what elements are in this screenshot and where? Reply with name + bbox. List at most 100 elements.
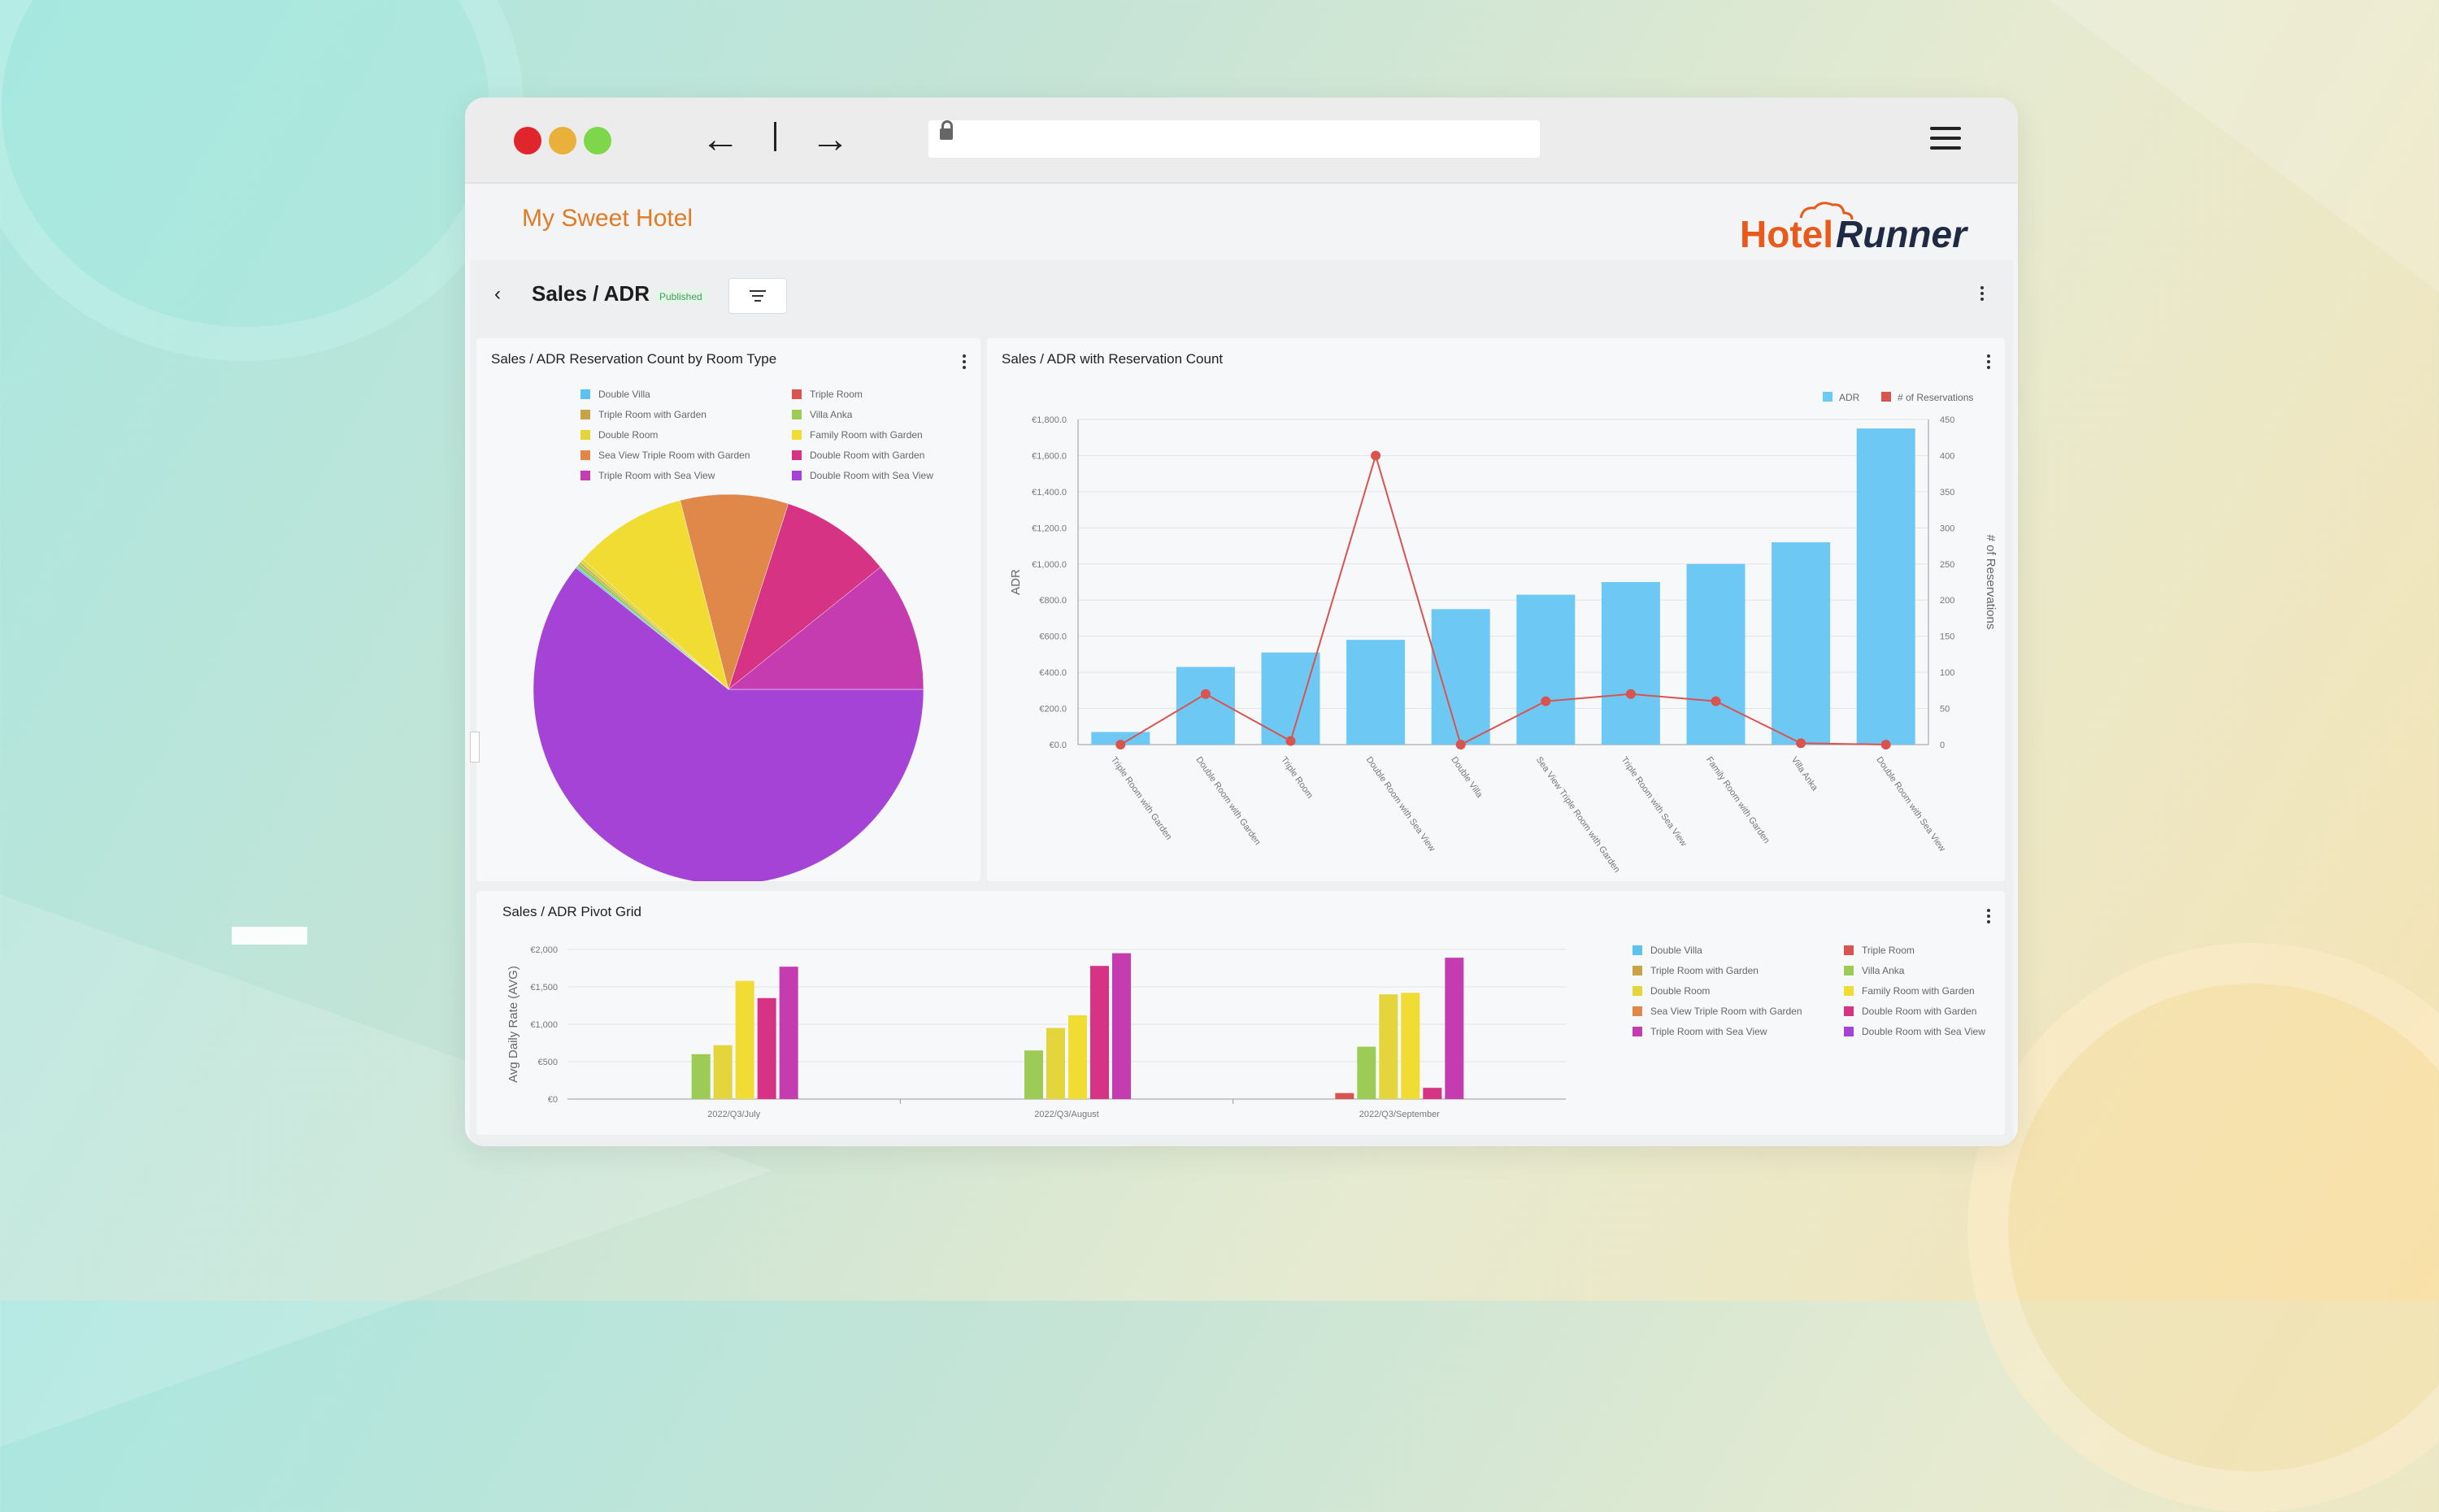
legend-label: Double Villa: [1650, 945, 1702, 956]
legend-swatch: [1633, 986, 1642, 996]
y-tick-label: €800.0: [1039, 596, 1067, 606]
x-tick-label: 2022/Q3/July: [707, 1110, 760, 1119]
legend-swatch: [792, 450, 802, 460]
line-point: [1455, 740, 1466, 749]
y2-tick-label: 300: [1940, 524, 1954, 533]
legend-item[interactable]: Triple Room: [1844, 945, 1915, 956]
legend-label: Double Villa: [598, 389, 650, 400]
legend-label: Family Room with Garden: [1862, 985, 1975, 997]
bar: [1856, 428, 1915, 745]
legend-item[interactable]: Double Room with Sea View: [1844, 1026, 1985, 1037]
y-tick-label: €1,000.0: [1032, 560, 1067, 570]
lock-icon: [940, 120, 953, 140]
legend-label: Triple Room: [810, 389, 863, 400]
browser-toolbar: ← →: [465, 98, 2018, 184]
legend-item[interactable]: Villa Anka: [792, 409, 852, 420]
panel-more-icon[interactable]: [1987, 909, 1990, 926]
close-window-button[interactable]: [514, 127, 541, 154]
y-axis-label: ADR: [1009, 569, 1023, 595]
y2-tick-label: 400: [1940, 451, 1954, 461]
y2-tick-label: 0: [1940, 741, 1945, 750]
nav-divider: [774, 122, 776, 151]
legend-item[interactable]: Double Room with Garden: [1844, 1006, 1976, 1017]
legend-item[interactable]: Triple Room: [792, 389, 863, 400]
legend-item[interactable]: Double Room with Sea View: [792, 470, 933, 481]
legend-item[interactable]: Family Room with Garden: [1844, 985, 1975, 997]
line-point: [1625, 689, 1636, 699]
chevron-left-icon[interactable]: ‹: [494, 283, 501, 305]
y2-axis-label: # of Reservations: [1984, 535, 1998, 630]
line-point: [1796, 738, 1806, 749]
line-series: [1120, 452, 1886, 746]
combo-chart-panel: Sales / ADR with Reservation Count €0.0 €…: [987, 338, 2005, 881]
x-tick-label: Triple Room: [1279, 755, 1315, 801]
legend-swatch: [580, 430, 590, 440]
legend-label: Triple Room with Garden: [1650, 965, 1759, 976]
legend-label: Family Room with Garden: [810, 429, 923, 441]
legend-label: Villa Anka: [810, 409, 853, 420]
hamburger-menu-icon[interactable]: [1930, 127, 1961, 156]
legend-label: Triple Room with Sea View: [1650, 1026, 1767, 1037]
legend-item[interactable]: Triple Room with Garden: [580, 409, 706, 420]
logo-text-hotel: Hotel: [1740, 213, 1833, 254]
legend-item[interactable]: Double Room: [1633, 985, 1710, 997]
x-tick-label: Triple Room with Garden: [1109, 755, 1174, 842]
y-tick-label: €2,000: [530, 945, 558, 955]
legend-swatch: [792, 471, 802, 480]
legend-item[interactable]: Double Villa: [1633, 945, 1702, 956]
legend-item[interactable]: Family Room with Garden: [792, 429, 923, 441]
legend-label: # of Reservations: [1898, 392, 1973, 403]
legend-item[interactable]: Triple Room with Garden: [1633, 965, 1759, 976]
background-circle: [0, 0, 524, 361]
maximize-window-button[interactable]: [584, 127, 611, 154]
bar: [735, 980, 754, 1099]
dashboard-more-icon[interactable]: [1980, 286, 1984, 303]
y-tick-label: €0.0: [1050, 741, 1067, 750]
pie-slice: [680, 493, 789, 690]
bar: [1445, 958, 1464, 1099]
background-triangle: [2049, 0, 2439, 293]
y-tick-label: €0: [548, 1095, 558, 1105]
legend-item[interactable]: Double Room: [580, 429, 658, 441]
address-bar[interactable]: [928, 120, 1540, 158]
x-tick-label: Double Room with Sea View: [1874, 755, 1947, 854]
bar: [779, 967, 798, 1099]
legend-label: Triple Room with Garden: [598, 409, 706, 420]
pie-slice: [728, 567, 924, 690]
y-tick-label: €600.0: [1039, 632, 1067, 642]
filter-button[interactable]: [728, 278, 787, 314]
legend-item[interactable]: Triple Room with Sea View: [1633, 1026, 1767, 1037]
y-axis-label: Avg Daily Rate (AVG): [506, 966, 520, 1083]
forward-arrow-icon[interactable]: →: [811, 118, 850, 161]
legend-label: Triple Room: [1862, 945, 1915, 956]
pivot-chart-panel: Sales / ADR Pivot Grid Double Villa Tripl…: [476, 891, 2005, 1135]
y2-tick-label: 150: [1940, 632, 1954, 642]
legend-item[interactable]: Double Villa: [580, 389, 650, 400]
bar: [1357, 1046, 1376, 1099]
legend-label: Double Room with Sea View: [810, 470, 933, 481]
legend-swatch: [1633, 945, 1642, 955]
background-circle: [1967, 943, 2439, 1512]
legend-swatch: [1844, 1006, 1854, 1016]
legend-item[interactable]: Double Room with Garden: [792, 450, 924, 461]
legend-item[interactable]: Villa Anka: [1844, 965, 1904, 976]
back-arrow-icon[interactable]: ←: [701, 118, 740, 161]
legend-item[interactable]: Triple Room with Sea View: [580, 470, 715, 481]
combo-chart: €0.0 €200.0 €400.0 €600.0 €800.0 €1,000.0 €1,2…: [1009, 392, 1998, 875]
legend-swatch: [580, 450, 590, 460]
pie-slice: [728, 503, 881, 690]
browser-window: ← → My Sweet Hotel Hotel Runner ‹ Sales …: [465, 98, 2018, 1146]
legend-item[interactable]: Sea View Triple Room with Garden: [1633, 1006, 1802, 1017]
bar: [757, 997, 776, 1099]
legend-item[interactable]: Sea View Triple Room with Garden: [580, 450, 750, 461]
side-panel-toggle[interactable]: [470, 732, 480, 763]
line-point: [1541, 696, 1551, 706]
legend-label: ADR: [1839, 392, 1860, 403]
bar: [1379, 994, 1398, 1099]
x-tick-label: Villa Anka: [1789, 755, 1820, 793]
panel-more-icon[interactable]: [963, 354, 966, 371]
bar: [1516, 594, 1576, 745]
panel-more-icon[interactable]: [1987, 354, 1990, 371]
minimize-window-button[interactable]: [549, 127, 576, 154]
line-point: [1711, 696, 1721, 706]
